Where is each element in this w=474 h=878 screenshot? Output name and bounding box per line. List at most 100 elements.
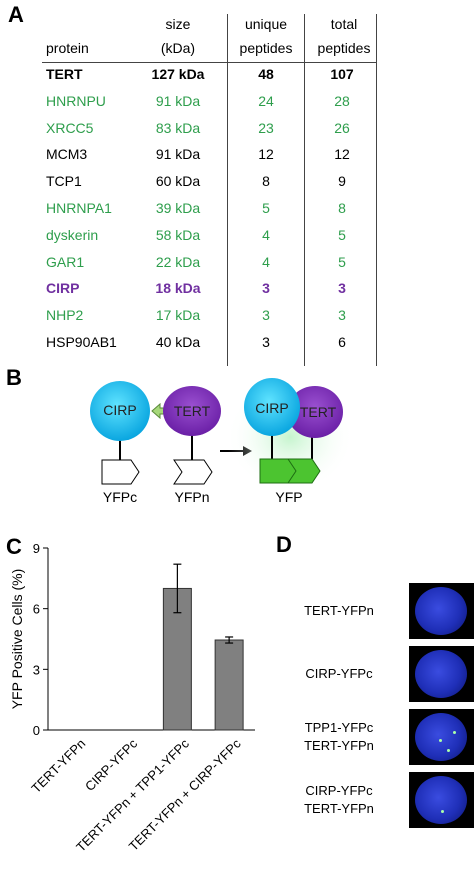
table-cell-unique: 24 [258, 92, 274, 109]
nucleus-stain [415, 713, 467, 761]
table-cell-protein: HNRNPA1 [46, 200, 112, 216]
table-cell-protein: CIRP [46, 280, 80, 297]
table-cell-protein: TCP1 [46, 173, 82, 190]
table-cell-total: 5 [338, 226, 346, 243]
header-unique-line1: unique [244, 16, 288, 32]
microscopy-label-line: TERT-YFPn [304, 603, 374, 618]
table-divider-2 [304, 14, 305, 366]
table-divider-3 [376, 14, 377, 366]
microscopy-label-line: TERT-YFPn [304, 801, 374, 816]
yfpc-label: YFPc [103, 489, 137, 505]
table-cell-size: 18 kDa [155, 280, 201, 297]
table-cell-size: 39 kDa [155, 200, 201, 216]
table-cell-unique: 23 [258, 119, 274, 136]
yfpn-label: YFPn [174, 489, 209, 505]
panel-label-d: D [276, 532, 292, 557]
yfp-signal-dot [441, 810, 444, 813]
header-total-line1: total [330, 16, 358, 32]
table-cell-size: 127 kDa [151, 66, 205, 82]
table-cell-protein: HNRNPU [46, 92, 106, 109]
cirp-label-left: CIRP [103, 402, 136, 418]
header-total-line2: peptides [317, 40, 371, 56]
table-cell-total: 28 [334, 92, 350, 109]
table-cell-total: 5 [338, 253, 346, 270]
x-category-label: TERT-YFPn [28, 736, 88, 796]
y-tick-label: 0 [33, 723, 40, 738]
y-tick-label: 6 [33, 602, 40, 617]
table-cell-size: 91 kDa [155, 146, 201, 163]
header-protein: protein [46, 40, 89, 56]
nucleus-stain [415, 587, 467, 635]
microscopy-label: CIRP-YFPc [278, 665, 400, 683]
table-cell-total: 9 [338, 173, 346, 190]
bifc-diagram: CIRP YFPc TERT YFPn CIRP TERT YFP [90, 378, 354, 505]
nucleus-stain [415, 776, 467, 824]
nucleus-image [409, 772, 474, 828]
table-cell-unique: 5 [262, 200, 270, 216]
nucleus-image [409, 583, 474, 639]
table-cell-unique: 4 [262, 253, 270, 270]
table-header-rule [42, 62, 376, 63]
nucleus-image [409, 646, 474, 702]
yfp-n-fragment-green [287, 458, 321, 484]
table-cell-protein: NHP2 [46, 307, 84, 324]
table-cell-size: 91 kDa [155, 92, 201, 109]
table-cell-size: 22 kDa [155, 253, 201, 270]
microscopy-label-line: TPP1-YFPc [304, 720, 374, 735]
table-cell-total: 6 [338, 334, 346, 350]
table-cell-unique: 3 [262, 280, 270, 297]
tert-blob-right [287, 386, 343, 438]
microscopy-label: TPP1-YFPc TERT-YFPn [278, 719, 400, 755]
yfp-signal-dot [447, 749, 450, 752]
table-cell-size: 58 kDa [155, 226, 201, 243]
microscopy-label: TERT-YFPn [278, 602, 400, 620]
table-cell-unique: 12 [258, 146, 274, 163]
y-axis-label: YFP Positive Cells (%) [9, 569, 25, 710]
nucleus-image [409, 709, 474, 765]
table-cell-size: 17 kDa [155, 307, 201, 324]
yfp-signal-dot [453, 731, 456, 734]
cirp-blob-right [244, 378, 300, 436]
table-cell-protein: MCM3 [46, 146, 88, 163]
table-cell-total: 3 [338, 280, 346, 297]
header-size-line2: (kDa) [160, 40, 196, 56]
header-size-line1: size [165, 16, 191, 32]
y-tick-label: 3 [33, 662, 40, 677]
cirp-label-right: CIRP [255, 400, 288, 416]
table-cell-total: 26 [334, 119, 350, 136]
panel-label-b: B [6, 365, 22, 390]
panel-label-a: A [8, 2, 24, 27]
panel-label-c: C [6, 534, 22, 559]
yfpn-fragment [173, 459, 213, 485]
yfpc-fragment [101, 459, 140, 485]
table-cell-unique: 8 [262, 173, 270, 190]
table-cell-size: 60 kDa [155, 173, 201, 190]
tert-label-right: TERT [300, 404, 337, 420]
table-divider-1 [227, 14, 228, 366]
table-cell-protein: XRCC5 [46, 119, 94, 136]
bar [214, 639, 244, 731]
microscopy-label-line: CIRP-YFPc [305, 783, 373, 798]
yfp-label: YFP [275, 489, 302, 505]
tert-label-middle: TERT [174, 403, 211, 419]
table-cell-unique: 48 [258, 66, 274, 82]
table-cell-unique: 3 [262, 334, 270, 350]
table-cell-size: 83 kDa [155, 119, 201, 136]
table-cell-unique: 3 [262, 307, 270, 324]
table-cell-protein: GAR1 [46, 253, 85, 270]
microscopy-label-line: CIRP-YFPc [305, 666, 373, 681]
table-cell-protein: dyskerin [46, 226, 99, 243]
nucleus-stain [415, 650, 467, 698]
table-cell-size: 40 kDa [155, 334, 201, 350]
table-cell-protein: TERT [46, 66, 83, 82]
cirp-blob-left [90, 381, 150, 441]
yfp-signal-dot [439, 739, 442, 742]
tert-blob-middle [163, 386, 221, 436]
table-cell-total: 107 [330, 66, 354, 82]
microscopy-label: CIRP-YFPc TERT-YFPn [278, 782, 400, 818]
header-unique-line2: peptides [239, 40, 293, 56]
table-cell-total: 12 [334, 146, 350, 163]
y-tick-label: 9 [33, 541, 40, 556]
microscopy-label-line: TERT-YFPn [304, 738, 374, 753]
